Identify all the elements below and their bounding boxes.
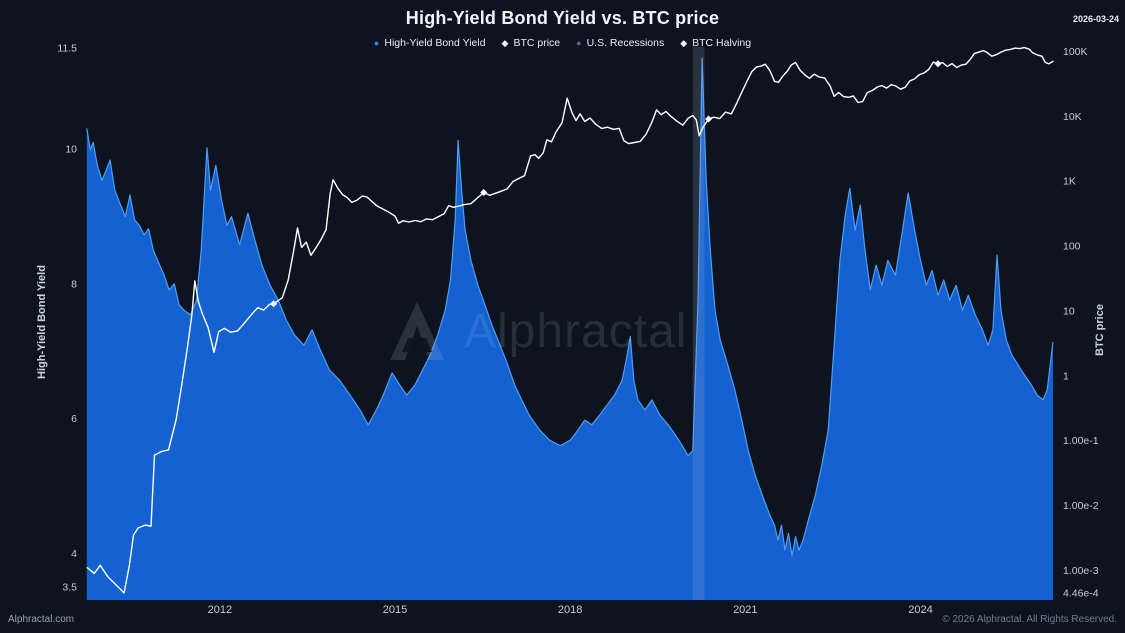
axis-tick-label: 1.00e-3: [1063, 565, 1099, 577]
axis-tick-label: 1.00e-2: [1063, 500, 1099, 512]
legend: ● High-Yield Bond Yield ◆ BTC price ● U.S. Re…: [0, 37, 1125, 49]
bond-yield-area-edge: [86, 57, 1054, 557]
axis-tick-label: 10: [65, 144, 77, 156]
bond-yield-area-series: [86, 58, 1054, 600]
legend-item-label: BTC Halving: [692, 37, 752, 49]
axis-tick-label: 2015: [383, 604, 407, 616]
axis-tick-label: 3.5: [62, 582, 77, 594]
legend-item-high-yield-bond-yield[interactable]: ● High-Yield Bond Yield: [374, 37, 486, 49]
legend-item-btc-halving[interactable]: ◆ BTC Halving: [680, 37, 751, 49]
axis-tick-label: 10: [1063, 305, 1075, 317]
date-label: 2026-03-24: [1072, 14, 1119, 24]
btc-halving-marker-icon[interactable]: [480, 188, 488, 196]
axis-tick-label: 100: [1063, 241, 1081, 253]
axis-tick-label: 1.00e-1: [1063, 435, 1099, 447]
diamond-marker-icon: ◆: [680, 37, 688, 48]
axis-tick-label: 6: [71, 413, 77, 425]
right-axis-title: BTC price: [1094, 304, 1106, 356]
axis-tick-label: 11.5: [57, 43, 77, 55]
axis-tick-label: 4.46e-4: [1063, 588, 1099, 600]
axis-tick-label: 2024: [908, 604, 932, 616]
legend-item-label: High-Yield Bond Yield: [384, 37, 486, 49]
axis-tick-label: 10K: [1063, 111, 1082, 123]
legend-item-label: BTC price: [513, 37, 561, 49]
btc-halving-marker-icon[interactable]: [934, 60, 942, 68]
legend-item-btc-price[interactable]: ◆ BTC price: [502, 37, 561, 49]
axis-tick-label: 100K: [1063, 46, 1088, 58]
legend-item-u-s-recessions[interactable]: ● U.S. Recessions: [576, 37, 664, 49]
circle-marker-icon: ●: [576, 37, 582, 48]
btc-halving-marker-icon[interactable]: [270, 300, 278, 308]
recession-band: [692, 47, 705, 600]
btc-halving-marker-icon[interactable]: [705, 115, 713, 123]
footer-copyright: © 2026 Alphractal. All Rights Reserved.: [942, 614, 1117, 625]
footer-site-link[interactable]: Alphractal.com: [8, 614, 75, 625]
chart-title: High-Yield Bond Yield vs. BTC price: [405, 8, 720, 28]
axis-tick-label: 1K: [1063, 176, 1076, 188]
left-axis-title: High-Yield Bond Yield: [36, 265, 48, 379]
axis-tick-label: 2012: [208, 604, 232, 616]
axis-tick-label: 4: [71, 548, 77, 560]
axis-tick-label: 8: [71, 278, 77, 290]
axis-tick-label: 1: [1063, 370, 1069, 382]
axis-tick-label: 2018: [558, 604, 582, 616]
legend-item-label: U.S. Recessions: [586, 37, 665, 49]
circle-marker-icon: ●: [373, 37, 380, 48]
axis-tick-label: 2021: [733, 604, 757, 616]
diamond-marker-icon: ◆: [501, 37, 509, 48]
